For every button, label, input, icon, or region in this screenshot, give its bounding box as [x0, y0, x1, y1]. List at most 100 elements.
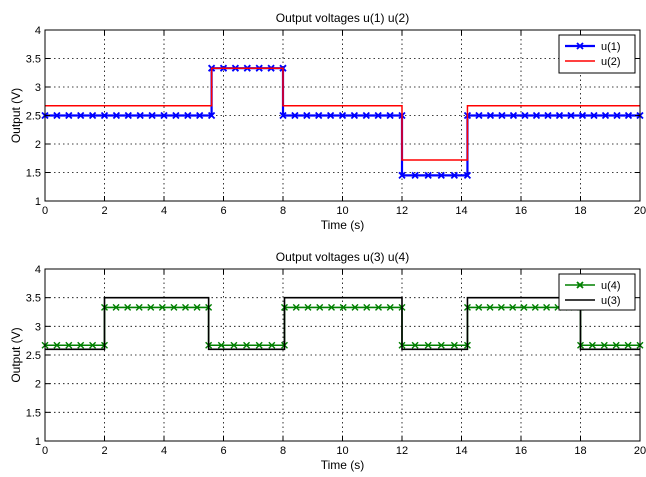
x-tick-label: 10	[336, 445, 348, 457]
data-point-marker	[315, 111, 323, 120]
x-tick-label: 2	[101, 205, 107, 217]
data-point-marker	[147, 303, 155, 311]
y-tick-label: 2	[35, 379, 41, 391]
data-point-marker	[304, 303, 312, 311]
data-point-marker	[544, 111, 552, 120]
data-point-marker	[136, 111, 144, 120]
x-tick-label: 12	[396, 445, 408, 457]
data-point-marker	[243, 341, 251, 349]
data-point-marker	[65, 341, 73, 349]
data-point-marker	[555, 111, 564, 120]
data-point-marker	[386, 111, 394, 120]
data-point-marker	[89, 341, 97, 349]
x-tick-label: 12	[396, 205, 408, 217]
legend-box	[558, 34, 636, 74]
data-point-marker	[230, 341, 238, 349]
chart-title: Output voltages u(1) u(2)	[276, 11, 409, 25]
y-tick-label: 3.5	[26, 54, 41, 66]
legend: u(4) u(3)	[558, 273, 636, 311]
data-point-marker	[475, 303, 483, 311]
x-tick-label: 14	[455, 205, 467, 217]
data-point-marker	[170, 303, 178, 311]
data-point-marker	[181, 303, 189, 311]
data-point-marker	[217, 341, 225, 349]
data-point-marker	[532, 111, 541, 120]
data-point-marker	[351, 303, 359, 311]
data-point-marker	[316, 303, 324, 311]
data-point-marker	[53, 341, 61, 349]
data-point-marker	[588, 341, 596, 349]
data-point-marker	[158, 303, 166, 311]
data-point-marker	[375, 303, 382, 311]
x-tick-label: 8	[280, 205, 286, 217]
data-point-marker	[567, 111, 575, 120]
data-point-marker	[338, 111, 347, 120]
data-point-marker	[196, 111, 204, 120]
data-point-marker	[386, 303, 394, 311]
data-point-marker	[112, 303, 120, 311]
data-point-marker	[374, 111, 382, 120]
x-tick-label: 0	[42, 445, 48, 457]
legend-box	[558, 273, 636, 311]
data-point-marker	[475, 111, 483, 120]
data-point-marker	[424, 341, 432, 349]
x-tick-label: 18	[574, 205, 586, 217]
legend-item-u(3): u(3)	[565, 295, 621, 307]
chart-1: 0 2 4 6 8 10 12 14 16 18 20 1 1.5 2 2.5 3 3.5 4 Output vol…	[9, 11, 646, 232]
data-point-marker	[411, 341, 419, 349]
x-tick-label: 20	[634, 445, 646, 457]
data-point-marker	[124, 303, 132, 311]
y-axis-label: Output (V)	[9, 88, 23, 143]
chart-2: 0 2 4 6 8 10 12 14 16 18 20 1 1.5 2 2.5 3 3.5 4 Output vol…	[9, 250, 646, 472]
legend-marker	[576, 281, 584, 289]
data-point-marker	[255, 341, 263, 349]
data-point-marker	[112, 111, 121, 120]
data-point-marker	[437, 341, 445, 349]
y-tick-label: 1.5	[26, 407, 41, 419]
data-point-marker	[486, 111, 495, 120]
data-point-marker	[135, 303, 143, 311]
x-axis-label: Time (s)	[321, 458, 365, 472]
data-point-marker	[450, 171, 458, 179]
data-point-marker	[590, 111, 598, 120]
data-point-marker	[497, 303, 505, 311]
data-point-marker	[543, 303, 551, 311]
x-tick-label: 4	[161, 205, 167, 217]
y-tick-label: 3.5	[26, 293, 41, 305]
x-tick-label: 10	[336, 205, 348, 217]
data-point-marker	[184, 111, 192, 120]
x-tick-label: 14	[455, 445, 467, 457]
y-tick-label: 4	[35, 264, 41, 276]
x-tick-label: 16	[515, 205, 527, 217]
data-point-marker	[292, 303, 300, 311]
data-point-marker	[601, 111, 610, 120]
chart-title: Output voltages u(3) u(4)	[276, 250, 409, 264]
data-point-marker	[291, 111, 299, 120]
legend-item-u(2): u(2)	[565, 56, 621, 68]
data-point-marker	[350, 111, 359, 120]
y-tick-label: 3	[35, 321, 41, 333]
legend-item-u(4): u(4)	[565, 280, 621, 292]
data-point-marker	[363, 303, 371, 311]
data-point-marker	[613, 111, 621, 120]
data-point-marker	[531, 303, 539, 311]
legend-label: u(3)	[601, 295, 621, 307]
x-tick-label: 4	[161, 445, 167, 457]
series-markers-u(1)	[41, 64, 644, 179]
legend-marker	[576, 42, 584, 50]
y-tick-label: 1.5	[26, 168, 41, 180]
data-point-marker	[411, 171, 419, 179]
data-point-marker	[193, 303, 201, 311]
x-tick-label: 20	[634, 205, 646, 217]
data-point-marker	[437, 171, 445, 179]
data-point-marker	[486, 303, 494, 311]
data-point-marker	[88, 111, 97, 120]
data-point-marker	[303, 111, 311, 120]
data-point-marker	[521, 111, 529, 120]
y-tick-label: 2	[35, 139, 41, 151]
data-point-marker	[463, 171, 472, 179]
x-tick-label: 6	[220, 205, 226, 217]
data-point-marker	[612, 341, 620, 349]
y-tick-label: 4	[35, 25, 41, 37]
